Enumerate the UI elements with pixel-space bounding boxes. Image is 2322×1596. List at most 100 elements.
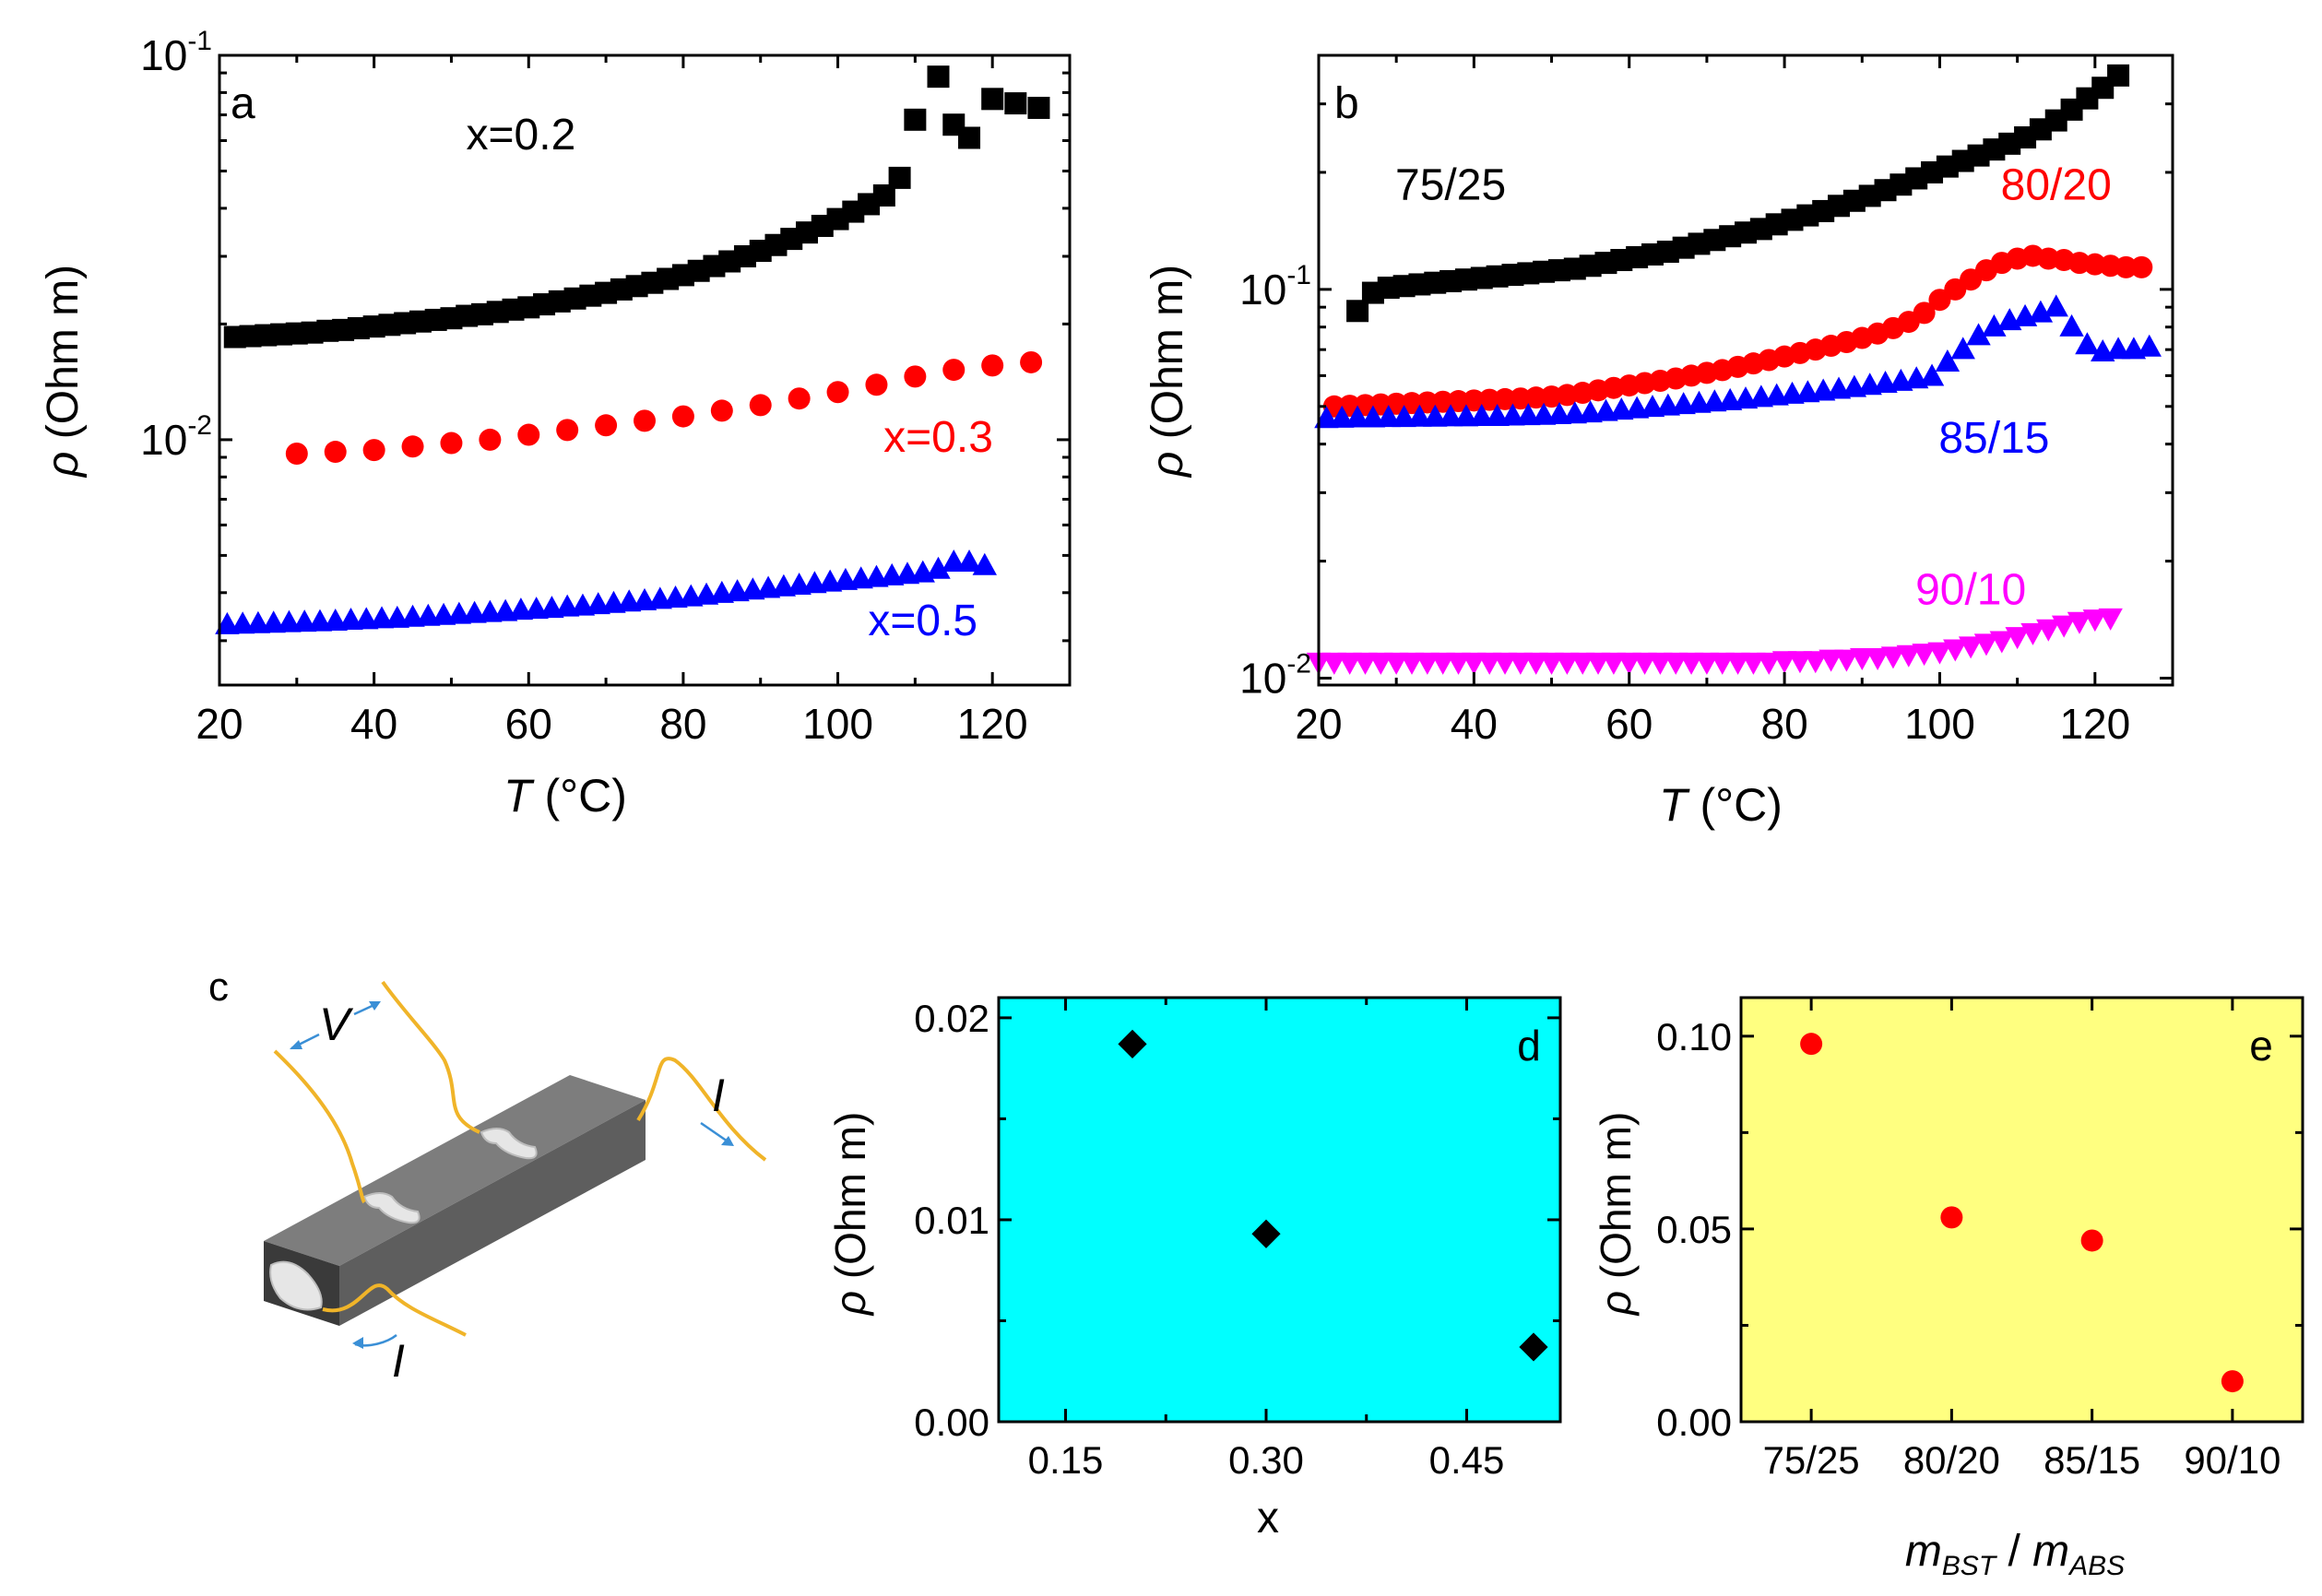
panel-e-marks (1800, 1033, 2244, 1393)
x-tick-label: 75/25 (1763, 1438, 1860, 1482)
sample-side-face (339, 1100, 646, 1326)
data-point (1469, 403, 1494, 426)
panel-b-marks: 75/25 80/20 85/15 90/10 (1306, 64, 2162, 675)
data-point (1632, 652, 1657, 675)
x-tick-label: 120 (2059, 700, 2130, 748)
series-x=0.5 (215, 549, 997, 634)
data-point (710, 399, 733, 422)
data-point (1500, 403, 1525, 426)
panel-d-frame (997, 996, 1562, 1424)
panel-e-x-axis-title: mBST / mABS (1905, 1527, 2125, 1581)
data-point (1539, 652, 1564, 675)
series-80/20 (1322, 244, 2153, 418)
data-point (981, 354, 1004, 377)
y-tick-label: 0.00 (1656, 1401, 1732, 1444)
data-point (2028, 300, 2054, 323)
data-point (1928, 289, 1951, 312)
data-point (1570, 652, 1595, 675)
data-point (1710, 652, 1735, 675)
data-point (1927, 642, 1952, 665)
contact-pad-right (480, 1128, 538, 1160)
panel-e-background (1741, 998, 2303, 1422)
data-point (942, 359, 966, 382)
series-x=0.3 (285, 350, 1043, 465)
x-tick-label: 90/10 (2184, 1438, 2281, 1482)
data-point (865, 373, 888, 396)
data-point (1958, 636, 1984, 659)
data-point (1555, 652, 1580, 675)
data-point (1407, 404, 1432, 427)
data-point (927, 65, 950, 89)
panel-e-y-axis-title: ρ (Ohm m) (1592, 1112, 1640, 1318)
panel-a-marks: x=0.2 x=0.3 x=0.5 (215, 65, 1050, 645)
data-point (1330, 405, 1355, 428)
series-85/15 (1314, 294, 2162, 429)
annotation-80/20: 80/20 (2001, 161, 2112, 210)
x-tick-label: 80 (1761, 700, 1808, 748)
current-arrow-bottom-head (352, 1337, 363, 1349)
data-point (2082, 609, 2108, 632)
data-point (556, 419, 579, 442)
data-point (1416, 391, 1439, 414)
data-point (479, 428, 502, 451)
data-point (1800, 1033, 1823, 1056)
data-point (2115, 255, 2138, 278)
voltage-arrow-left-head (290, 1040, 302, 1049)
voltage-label: V (319, 999, 354, 1050)
data-point (634, 409, 656, 432)
data-point (888, 166, 911, 189)
series-75/25 (1346, 64, 2130, 323)
x-tick-label: 80/20 (1903, 1438, 2000, 1482)
x-tick-label: 0.15 (1028, 1438, 1104, 1482)
data-point (1438, 404, 1463, 427)
data-point (1368, 652, 1393, 675)
data-point (1321, 652, 1347, 675)
data-point (1966, 323, 1991, 346)
voltage-arrow-right-head (369, 1001, 381, 1011)
data-point (1337, 652, 1362, 675)
data-point (2075, 332, 2100, 355)
y-tick-label: 10-1 (140, 26, 212, 79)
data-point (1725, 652, 1750, 675)
data-point (1865, 647, 1890, 670)
data-point (1399, 652, 1425, 675)
y-tick-label: 10-2 (140, 410, 212, 464)
data-point (1353, 652, 1378, 675)
data-point (2036, 619, 2061, 642)
annotation-85/15: 85/15 (1938, 414, 2049, 463)
data-point (972, 552, 997, 575)
data-point (904, 365, 927, 388)
y-tick-label: 10-2 (1239, 649, 1311, 703)
data-point (1251, 1219, 1281, 1248)
data-point (981, 88, 1004, 111)
panel-d-background (999, 998, 1560, 1422)
data-point (1694, 652, 1720, 675)
x-tick-label: 0.45 (1429, 1438, 1505, 1482)
data-point (1423, 404, 1448, 427)
data-point (1913, 301, 1936, 325)
data-point (1453, 404, 1479, 427)
series-x=0.2 (223, 65, 1050, 349)
data-point (2130, 255, 2153, 278)
data-point (1771, 651, 1797, 674)
data-point (1585, 652, 1611, 675)
data-point (1360, 405, 1386, 428)
sample-top-face (264, 1075, 646, 1266)
data-point (1787, 651, 1813, 674)
data-point (1834, 649, 1859, 672)
data-point (285, 442, 308, 465)
data-point (1430, 652, 1455, 675)
data-point (1850, 647, 1875, 670)
data-point (1492, 652, 1518, 675)
current-wire-left (322, 1283, 467, 1337)
data-point (1989, 631, 2014, 654)
panel-a-label: a (231, 79, 255, 128)
annotation-x=0.3: x=0.3 (883, 413, 993, 462)
data-point (1523, 652, 1548, 675)
data-point (1020, 350, 1043, 373)
data-point (595, 414, 618, 437)
panel-d-y-axis-title: ρ (Ohm m) (826, 1112, 874, 1318)
data-point (1314, 406, 1339, 429)
x-tick-label: 100 (802, 700, 873, 748)
